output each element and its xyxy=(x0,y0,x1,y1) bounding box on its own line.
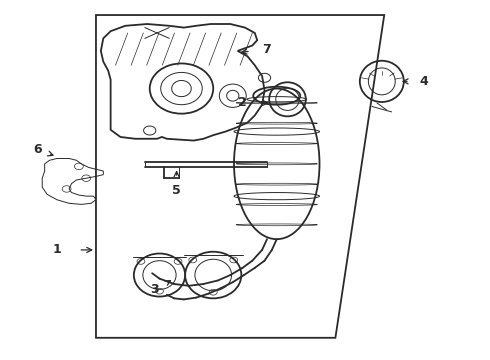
Text: 7: 7 xyxy=(263,42,271,55)
Text: 5: 5 xyxy=(172,184,181,197)
Text: 6: 6 xyxy=(33,143,42,156)
Text: 2: 2 xyxy=(238,96,247,109)
Text: 1: 1 xyxy=(52,243,61,256)
Text: 4: 4 xyxy=(419,75,428,88)
Text: 3: 3 xyxy=(150,283,159,296)
